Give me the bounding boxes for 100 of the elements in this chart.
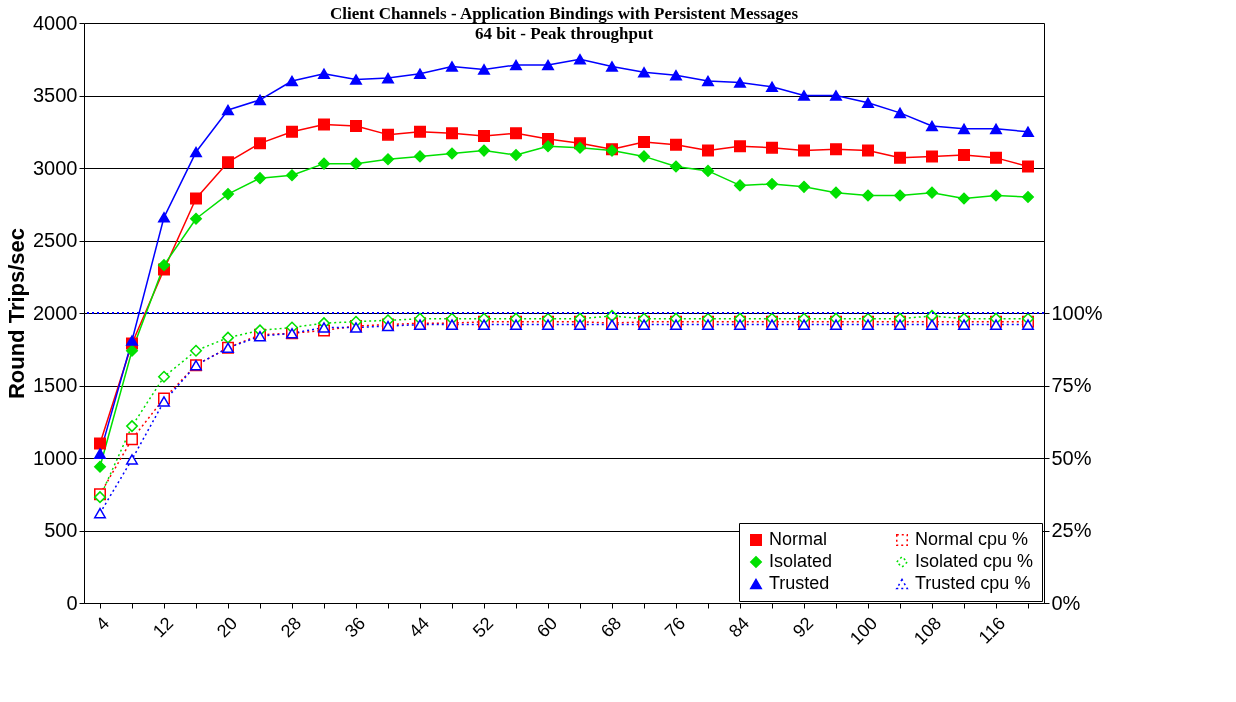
point: [190, 192, 202, 205]
point: [190, 212, 202, 225]
point: [734, 140, 746, 153]
point: [158, 259, 170, 272]
point: [542, 140, 554, 153]
point: [926, 319, 938, 330]
point: [382, 72, 394, 84]
point: [510, 319, 522, 330]
point: [478, 319, 490, 330]
point: [1022, 126, 1034, 138]
point: [670, 69, 682, 81]
point: [862, 319, 874, 330]
point: [286, 125, 298, 138]
point: [126, 335, 138, 346]
point: [670, 319, 682, 330]
y-tick-label: 2500: [33, 229, 78, 251]
x-tick-label: 52: [468, 613, 498, 642]
point: [126, 344, 138, 357]
point: [446, 147, 458, 160]
point: [766, 177, 778, 190]
point: [990, 151, 1002, 164]
point: [414, 125, 426, 138]
point: [734, 77, 746, 88]
point: [158, 212, 170, 223]
point: [670, 138, 682, 151]
point: [670, 160, 682, 173]
point: [478, 130, 490, 143]
point: [414, 150, 426, 163]
y-tick-label: 1500: [33, 374, 78, 396]
point: [254, 172, 266, 185]
point: [94, 448, 106, 459]
point: [958, 192, 970, 205]
y-tick-label: 3500: [33, 84, 78, 106]
point: [222, 156, 234, 169]
point: [734, 319, 746, 330]
point: [446, 61, 458, 72]
point: [382, 128, 394, 141]
point: [510, 59, 522, 71]
y2-tick-label: 50%: [1051, 446, 1092, 469]
point: [958, 123, 970, 135]
point: [318, 157, 330, 170]
x-tick-label: 116: [974, 613, 1010, 648]
legend-label: Isolated: [769, 551, 833, 571]
point: [798, 144, 810, 157]
legend-label: Normal cpu %: [915, 529, 1029, 549]
y2-tick-label: 25%: [1051, 519, 1092, 541]
point: [382, 153, 394, 166]
y-tick-label: 500: [44, 519, 78, 541]
legend-label: Normal: [769, 529, 828, 549]
point: [222, 188, 234, 201]
x-tick-label: 68: [596, 613, 626, 642]
point: [894, 319, 906, 330]
point: [446, 127, 458, 140]
point: [254, 94, 266, 106]
point: [702, 164, 714, 177]
point: [542, 59, 554, 71]
x-tick-label: 100: [845, 613, 882, 649]
point: [830, 143, 842, 156]
point: [510, 127, 522, 140]
point: [894, 107, 906, 119]
point: [478, 144, 490, 157]
point: [574, 319, 586, 330]
point: [350, 157, 362, 170]
x-tick-label: 20: [212, 613, 242, 642]
point: [318, 322, 330, 333]
point: [222, 104, 234, 116]
legend-label: Trusted: [769, 573, 830, 593]
point: [1022, 319, 1034, 330]
point: [926, 150, 938, 163]
point: [766, 81, 778, 93]
point: [990, 319, 1002, 330]
point: [926, 186, 938, 199]
point: [990, 189, 1002, 202]
point: [862, 144, 874, 157]
point: [830, 186, 842, 199]
point: [1022, 191, 1034, 203]
y-tick-label: 0: [66, 591, 78, 614]
point: [830, 319, 842, 330]
y-tick-label: 1000: [33, 446, 78, 469]
point: [926, 120, 938, 132]
point: [606, 61, 618, 72]
y-tick-label: 3000: [33, 156, 78, 179]
point: [862, 189, 874, 202]
point: [286, 169, 298, 182]
x-tick-label: 84: [724, 613, 754, 642]
y-tick-label: 2000: [33, 301, 78, 324]
point: [190, 146, 202, 158]
chart-subtitle: 64 bit - Peak throughput: [474, 24, 654, 43]
point: [254, 137, 266, 150]
point: [510, 148, 522, 161]
point: [830, 90, 842, 101]
point: [702, 319, 714, 330]
x-tick-label: 36: [340, 613, 370, 642]
x-tick-label: 92: [788, 613, 818, 642]
point: [222, 331, 234, 344]
point: [126, 454, 138, 465]
point: [94, 437, 106, 450]
point: [894, 151, 906, 164]
x-tick-label: 12: [148, 613, 178, 642]
point: [158, 370, 170, 383]
